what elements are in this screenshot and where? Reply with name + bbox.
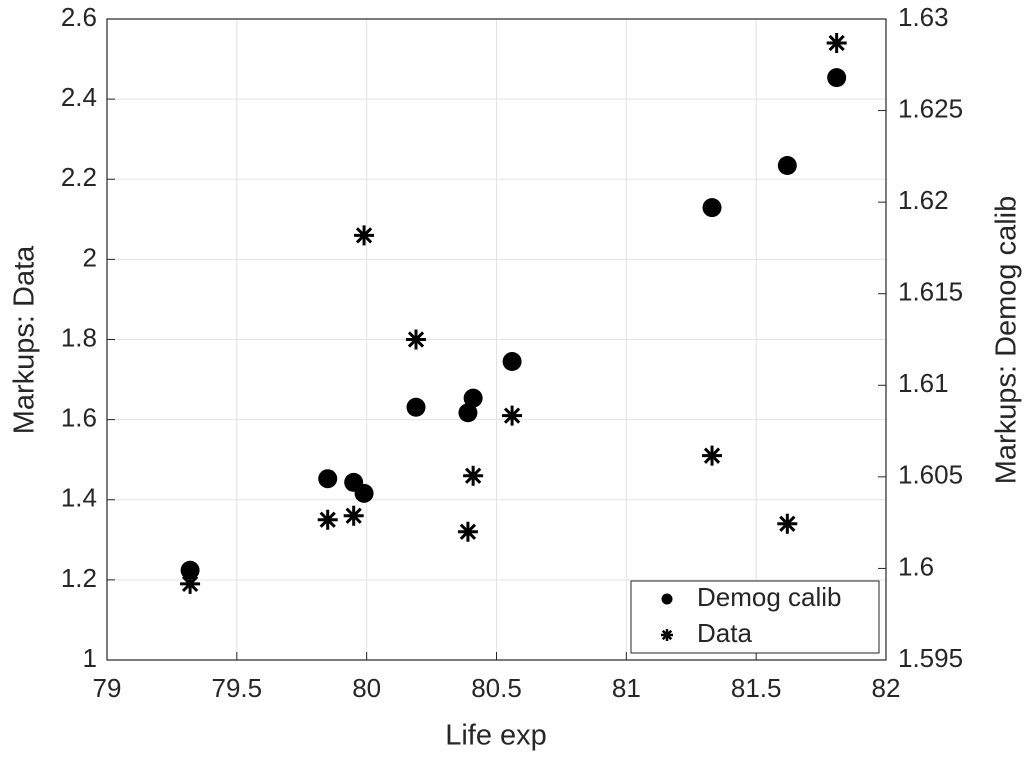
point bbox=[406, 397, 426, 417]
legend-label: Demog calib bbox=[697, 582, 842, 612]
y-tick-label: 2.6 bbox=[61, 2, 97, 32]
y-tick-label: 2 bbox=[83, 242, 97, 272]
point bbox=[826, 33, 847, 54]
y-tick-label: 1.4 bbox=[61, 483, 97, 513]
point bbox=[458, 403, 478, 423]
x-tick-label: 79.5 bbox=[212, 673, 263, 703]
y-tick-label: 1.2 bbox=[61, 563, 97, 593]
y-axis-label: Markups: Data bbox=[9, 245, 41, 434]
x-tick-label: 82 bbox=[872, 673, 901, 703]
y2-tick-label: 1.62 bbox=[898, 185, 949, 215]
point bbox=[180, 560, 200, 580]
x-tick-label: 81.5 bbox=[731, 673, 782, 703]
point bbox=[702, 445, 723, 466]
point bbox=[318, 469, 338, 489]
y2-tick-label: 1.615 bbox=[898, 277, 963, 307]
point bbox=[502, 405, 523, 426]
legend-label: Data bbox=[697, 618, 752, 648]
y2-tick-label: 1.595 bbox=[898, 643, 963, 673]
legend-marker bbox=[661, 629, 673, 641]
x-tick-label: 80 bbox=[352, 673, 381, 703]
point bbox=[777, 156, 797, 176]
x-tick-label: 81 bbox=[612, 673, 641, 703]
point bbox=[406, 329, 427, 350]
point bbox=[317, 509, 338, 530]
y-tick-label: 2.4 bbox=[61, 82, 97, 112]
point bbox=[702, 198, 722, 218]
point bbox=[354, 483, 374, 503]
point bbox=[502, 351, 522, 371]
point bbox=[463, 388, 483, 408]
y2-tick-label: 1.61 bbox=[898, 368, 949, 398]
x-tick-label: 79 bbox=[93, 673, 122, 703]
y-tick-label: 1.8 bbox=[61, 322, 97, 352]
point bbox=[827, 68, 847, 88]
x-tick-label: 80.5 bbox=[471, 673, 522, 703]
x-axis-label: Life exp bbox=[445, 720, 547, 752]
y2-tick-label: 1.6 bbox=[898, 551, 934, 581]
y-tick-label: 2.2 bbox=[61, 162, 97, 192]
point bbox=[354, 225, 375, 246]
point bbox=[457, 521, 478, 542]
point bbox=[180, 573, 201, 594]
point bbox=[777, 513, 798, 534]
legend-marker bbox=[661, 593, 673, 605]
plot-frame bbox=[106, 18, 887, 661]
y2-axis-label: Markups: Demog calib bbox=[991, 196, 1023, 485]
y-tick-label: 1 bbox=[83, 643, 97, 673]
y2-tick-label: 1.625 bbox=[898, 93, 963, 123]
point bbox=[343, 505, 364, 526]
y-tick-label: 1.6 bbox=[61, 403, 97, 433]
y2-tick-label: 1.605 bbox=[898, 460, 963, 490]
y2-tick-label: 1.63 bbox=[898, 2, 949, 32]
legend-box bbox=[630, 580, 880, 654]
point bbox=[463, 465, 484, 486]
